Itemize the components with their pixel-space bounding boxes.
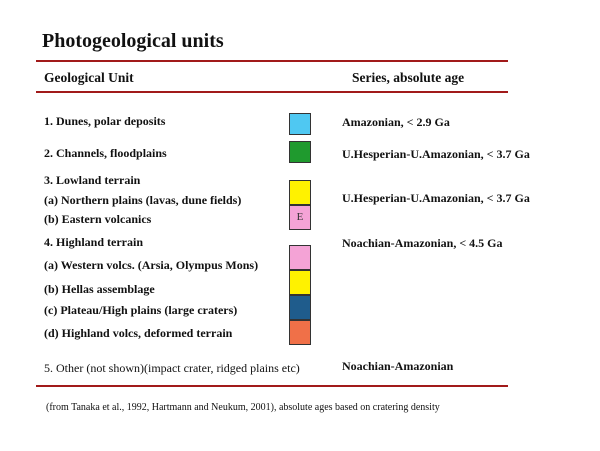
unit-label-plateau: (c) Plateau/High plains (large craters) [44, 303, 238, 317]
unit-label-channels: 2. Channels, floodplains [44, 146, 167, 160]
age-channels: U.Hesperian-U.Amazonian, < 3.7 Ga [342, 147, 530, 161]
unit-label-highland: 4. Highland terrain [44, 235, 144, 249]
unit-label-highland-volcs: (d) Highland volcs, deformed terrain [44, 326, 233, 340]
top-divider [36, 60, 508, 62]
age-dunes: Amazonian, < 2.9 Ga [342, 115, 450, 129]
bottom-divider [36, 385, 508, 387]
swatch-channels [289, 141, 311, 163]
unit-label-other: 5. Other (not shown)(impact crater, ridg… [44, 361, 300, 375]
swatch-northern-plains [289, 180, 311, 205]
age-other: Noachian-Amazonian [342, 359, 454, 373]
unit-label-dunes: 1. Dunes, polar deposits [44, 114, 166, 128]
swatch-western-volcs [289, 245, 311, 270]
source-footnote: (from Tanaka et al., 1992, Hartmann and … [46, 402, 440, 413]
swatch-eastern-volcanics: E [289, 205, 311, 230]
swatch-eastern-volcanics-letter: E [296, 211, 304, 223]
swatch-highland-volcs [289, 320, 311, 345]
swatch-dunes [289, 113, 311, 135]
unit-column-header: Geological Unit [44, 70, 134, 85]
age-highland: Noachian-Amazonian, < 4.5 Ga [342, 236, 503, 250]
swatch-hellas [289, 270, 311, 295]
age-column-header: Series, absolute age [352, 70, 465, 85]
unit-label-hellas: (b) Hellas assemblage [44, 282, 155, 296]
swatch-plateau [289, 295, 311, 320]
age-lowland: U.Hesperian-U.Amazonian, < 3.7 Ga [342, 191, 530, 205]
header-divider [36, 91, 508, 93]
page-title: Photogeological units [42, 30, 224, 52]
unit-label-eastern-volcanics: (b) Eastern volcanics [44, 212, 152, 226]
unit-label-lowland: 3. Lowland terrain [44, 173, 141, 187]
unit-label-western-volcs: (a) Western volcs. (Arsia, Olympus Mons) [44, 258, 259, 272]
unit-label-northern-plains: (a) Northern plains (lavas, dune fields) [44, 193, 242, 207]
